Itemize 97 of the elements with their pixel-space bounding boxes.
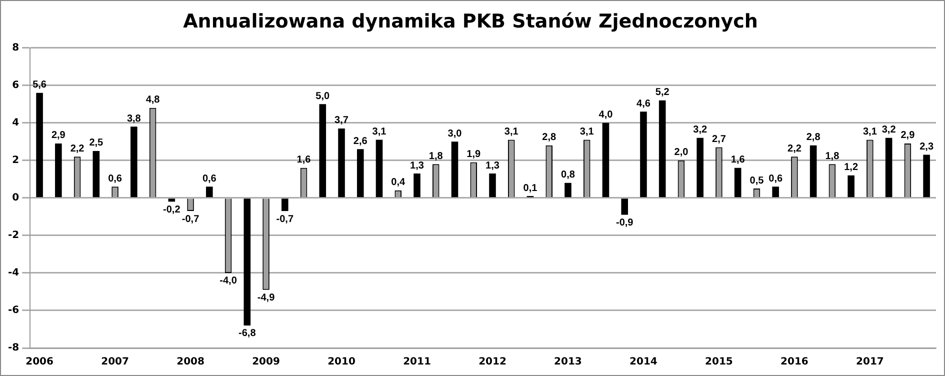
data-label: 0,8 [561, 170, 576, 181]
bar [451, 142, 458, 198]
data-label: 2,8 [806, 132, 821, 144]
x-tick-label: 2015 [705, 356, 733, 368]
data-label: 2,9 [51, 130, 66, 142]
data-label: -4,0 [220, 276, 238, 287]
x-tick-label: 2013 [554, 356, 582, 368]
bar [55, 143, 62, 198]
x-tick-label: 2006 [26, 356, 54, 368]
bar [338, 128, 345, 198]
y-tick-label: 2 [12, 154, 20, 166]
x-tick-label: 2009 [252, 356, 280, 368]
bar [734, 168, 742, 198]
data-label: 3,8 [126, 113, 142, 124]
data-label: 1,6 [296, 154, 312, 166]
data-label: 3,0 [448, 128, 462, 140]
bar [696, 138, 704, 198]
x-tick-label: 2010 [328, 356, 356, 368]
x-tick-label: 2007 [101, 356, 129, 368]
data-label: 5,2 [655, 87, 670, 98]
data-label: 0,1 [523, 182, 538, 194]
data-label: 2,2 [788, 143, 802, 154]
x-tick-label: 2012 [478, 356, 506, 368]
bar [244, 198, 251, 326]
y-tick-label: 4 [12, 117, 20, 128]
bar [92, 150, 100, 198]
bar [319, 104, 326, 198]
bar [130, 126, 138, 198]
data-label: 0,6 [768, 173, 783, 184]
bar [168, 198, 176, 202]
bar [376, 140, 383, 198]
y-tick-label: -4 [8, 268, 20, 279]
data-label: 4,0 [598, 110, 614, 121]
y-tick-label: 8 [12, 42, 20, 54]
data-label: 2,9 [900, 130, 916, 142]
data-label: 2,2 [70, 143, 85, 154]
data-label: -6,8 [238, 328, 256, 340]
y-tick-label: -6 [8, 305, 20, 316]
data-label: 0,6 [202, 173, 217, 184]
data-label: 1,3 [410, 160, 424, 172]
data-label: 3,1 [504, 126, 519, 138]
bar [640, 112, 647, 198]
data-label: 1,3 [486, 160, 500, 172]
data-label: -0,7 [182, 214, 200, 225]
bar [489, 174, 496, 198]
bar [621, 198, 628, 215]
data-label: 1,9 [466, 149, 482, 160]
bar [564, 182, 572, 198]
data-label: 0,5 [750, 175, 764, 186]
bar [602, 122, 610, 198]
bar [281, 198, 288, 212]
data-label: 2,8 [542, 132, 556, 144]
bar [923, 154, 930, 198]
bar [772, 186, 779, 198]
chart-title: Annualizowana dynamika PKB Stanów Zjednoczonych [183, 10, 758, 32]
y-tick-label: 6 [12, 80, 20, 91]
data-label: 2,7 [712, 134, 726, 145]
x-tick-label: 2008 [176, 356, 204, 368]
data-label: 3,1 [862, 126, 878, 138]
data-label: 4,8 [146, 94, 160, 106]
bar [848, 175, 854, 198]
data-label: -0,9 [616, 218, 634, 229]
data-label: -4,9 [257, 292, 276, 304]
data-label: 2,5 [89, 138, 104, 149]
data-label: 1,8 [825, 150, 840, 162]
data-label: 2,0 [674, 147, 689, 158]
data-label: 0,6 [108, 173, 122, 184]
bar [414, 174, 420, 198]
data-label: 1,2 [844, 162, 858, 174]
bar [658, 100, 666, 198]
x-tick-label: 2014 [630, 356, 658, 368]
data-label: 3,1 [372, 126, 387, 138]
y-tick-label: -2 [8, 230, 20, 242]
data-label: 1,6 [730, 154, 746, 166]
y-tick-label: 0 [12, 192, 20, 204]
bar [206, 186, 213, 198]
data-label: -0,7 [276, 214, 294, 225]
data-label: 2,3 [920, 141, 934, 152]
y-tick-label: -8 [8, 342, 20, 354]
bar [356, 149, 364, 198]
data-label: 3,2 [693, 124, 708, 136]
bar [36, 92, 43, 198]
data-label: 5,6 [32, 80, 47, 91]
x-tick-label: 2016 [780, 356, 808, 368]
x-tick-label: 2011 [403, 356, 431, 368]
data-label: 4,6 [636, 98, 651, 110]
bar [810, 145, 817, 198]
data-label: 3,1 [580, 126, 594, 138]
bar [885, 138, 892, 198]
x-tick-label: 2017 [856, 356, 884, 368]
data-label: 2,6 [353, 136, 368, 147]
data-label: -0,2 [163, 204, 181, 216]
data-label: 0,4 [391, 177, 406, 188]
data-label: 1,8 [428, 150, 444, 162]
data-label: 5,0 [316, 90, 330, 102]
data-label: 3,2 [882, 124, 896, 136]
data-label: 3,7 [334, 115, 349, 126]
